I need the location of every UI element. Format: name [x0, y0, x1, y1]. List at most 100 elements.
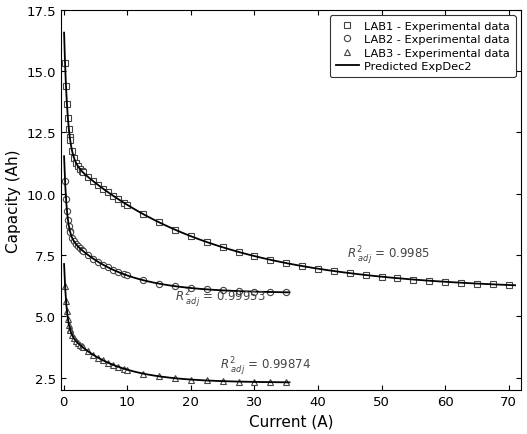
LAB2 - Experimental data	[76, 246, 83, 251]
LAB2 - Experimental data	[66, 224, 72, 229]
LAB1 - Experimental data	[220, 245, 226, 250]
LAB3 - Experimental data	[115, 365, 122, 370]
LAB3 - Experimental data	[65, 317, 71, 322]
LAB1 - Experimental data	[363, 273, 369, 278]
LAB1 - Experimental data	[188, 234, 194, 239]
LAB3 - Experimental data	[90, 352, 96, 358]
LAB3 - Experimental data	[69, 332, 75, 338]
LAB2 - Experimental data	[69, 235, 75, 240]
LAB3 - Experimental data	[76, 342, 83, 348]
LAB1 - Experimental data	[283, 261, 289, 266]
LAB1 - Experimental data	[63, 85, 69, 90]
LAB1 - Experimental data	[299, 264, 305, 269]
LAB1 - Experimental data	[105, 191, 111, 196]
LAB2 - Experimental data	[65, 217, 71, 223]
LAB1 - Experimental data	[69, 149, 75, 154]
LAB2 - Experimental data	[124, 273, 131, 279]
LAB3 - Experimental data	[188, 377, 194, 382]
LAB2 - Experimental data	[62, 179, 68, 184]
LAB2 - Experimental data	[203, 287, 210, 293]
LAB1 - Experimental data	[458, 280, 464, 286]
LAB1 - Experimental data	[140, 212, 147, 217]
LAB1 - Experimental data	[115, 197, 122, 202]
Line: LAB2 - Experimental data: LAB2 - Experimental data	[62, 178, 289, 296]
LAB2 - Experimental data	[100, 263, 106, 268]
LAB1 - Experimental data	[66, 135, 73, 141]
LAB3 - Experimental data	[66, 322, 72, 327]
LAB3 - Experimental data	[105, 360, 111, 365]
LAB2 - Experimental data	[220, 288, 226, 293]
LAB2 - Experimental data	[267, 290, 274, 295]
LAB1 - Experimental data	[66, 127, 72, 132]
LAB2 - Experimental data	[110, 268, 116, 273]
Line: Predicted ExpDec2: Predicted ExpDec2	[64, 33, 515, 286]
Predicted ExpDec2	[512, 283, 518, 288]
X-axis label: Current (A): Current (A)	[249, 414, 333, 428]
LAB1 - Experimental data	[75, 164, 81, 169]
LAB2 - Experimental data	[156, 281, 162, 286]
LAB1 - Experimental data	[267, 258, 274, 263]
LAB3 - Experimental data	[62, 283, 68, 289]
Text: $R^2_{\ adj}$ = 0.99953: $R^2_{\ adj}$ = 0.99953	[175, 287, 266, 309]
LAB3 - Experimental data	[73, 339, 79, 344]
LAB1 - Experimental data	[85, 175, 91, 180]
LAB3 - Experimental data	[95, 355, 101, 361]
LAB1 - Experimental data	[426, 279, 433, 284]
LAB3 - Experimental data	[80, 345, 86, 350]
LAB1 - Experimental data	[100, 187, 106, 192]
LAB1 - Experimental data	[315, 266, 321, 272]
LAB3 - Experimental data	[71, 336, 77, 341]
Predicted ExpDec2	[401, 276, 407, 282]
LAB2 - Experimental data	[172, 284, 178, 289]
LAB1 - Experimental data	[80, 170, 86, 175]
LAB3 - Experimental data	[156, 374, 162, 379]
LAB2 - Experimental data	[283, 290, 289, 295]
Legend: LAB1 - Experimental data, LAB2 - Experimental data, LAB3 - Experimental data, Pr: LAB1 - Experimental data, LAB2 - Experim…	[330, 16, 516, 78]
LAB1 - Experimental data	[71, 156, 77, 161]
LAB2 - Experimental data	[188, 286, 194, 291]
LAB2 - Experimental data	[120, 272, 126, 277]
Line: LAB3 - Experimental data: LAB3 - Experimental data	[62, 283, 289, 385]
LAB1 - Experimental data	[394, 276, 401, 281]
LAB2 - Experimental data	[67, 230, 73, 235]
Y-axis label: Capacity (Ah): Capacity (Ah)	[6, 149, 21, 252]
LAB2 - Experimental data	[251, 289, 258, 295]
LAB1 - Experimental data	[62, 61, 68, 66]
LAB1 - Experimental data	[95, 183, 101, 188]
LAB1 - Experimental data	[67, 138, 73, 143]
LAB1 - Experimental data	[90, 179, 96, 184]
LAB3 - Experimental data	[203, 378, 210, 383]
Predicted ExpDec2	[61, 31, 67, 36]
LAB2 - Experimental data	[85, 253, 91, 258]
Predicted ExpDec2	[141, 212, 147, 217]
LAB2 - Experimental data	[73, 242, 79, 247]
LAB1 - Experimental data	[442, 279, 448, 285]
LAB2 - Experimental data	[63, 197, 69, 202]
LAB2 - Experimental data	[115, 270, 122, 275]
Predicted ExpDec2	[177, 230, 183, 235]
LAB2 - Experimental data	[140, 278, 147, 283]
LAB1 - Experimental data	[64, 102, 70, 108]
Predicted ExpDec2	[362, 273, 368, 278]
LAB2 - Experimental data	[75, 244, 81, 249]
LAB1 - Experimental data	[76, 167, 83, 172]
Text: $R^2_{\ adj}$ = 0.99874: $R^2_{\ adj}$ = 0.99874	[220, 355, 310, 378]
LAB3 - Experimental data	[267, 380, 274, 385]
LAB2 - Experimental data	[71, 239, 77, 244]
LAB1 - Experimental data	[378, 274, 385, 279]
LAB1 - Experimental data	[120, 201, 126, 206]
LAB3 - Experimental data	[172, 376, 178, 381]
LAB2 - Experimental data	[95, 260, 101, 265]
LAB2 - Experimental data	[90, 256, 96, 262]
LAB1 - Experimental data	[251, 254, 258, 259]
LAB3 - Experimental data	[63, 298, 69, 303]
LAB3 - Experimental data	[79, 344, 85, 349]
LAB3 - Experimental data	[75, 341, 81, 346]
Predicted ExpDec2	[265, 257, 271, 262]
LAB3 - Experimental data	[283, 380, 289, 385]
LAB3 - Experimental data	[67, 327, 73, 332]
LAB1 - Experimental data	[172, 227, 178, 233]
Line: LAB1 - Experimental data: LAB1 - Experimental data	[62, 61, 512, 289]
LAB2 - Experimental data	[66, 228, 73, 233]
LAB3 - Experimental data	[120, 366, 126, 372]
